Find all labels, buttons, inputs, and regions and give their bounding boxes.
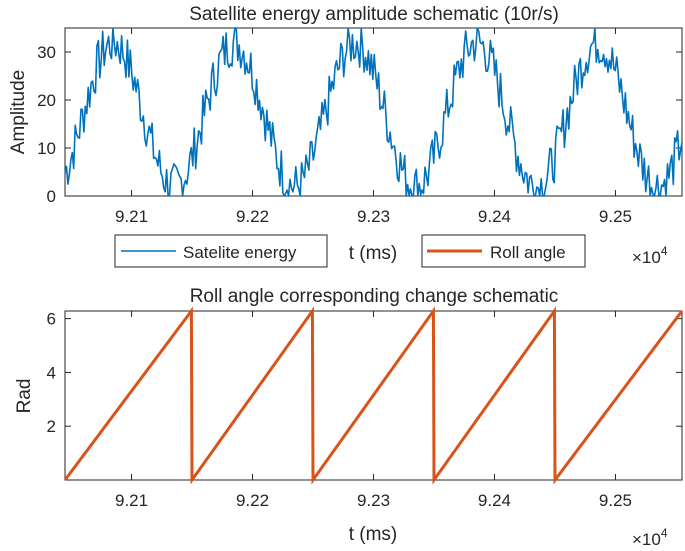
top-xtick-label: 9.24: [478, 207, 511, 226]
top-x-exponent: ×104: [632, 244, 668, 267]
top-ytick-label: 30: [37, 43, 56, 62]
top-x-exponent-base: ×10: [632, 248, 661, 267]
bottom-ytick-label: 2: [47, 417, 56, 436]
legend-item-roll[interactable]: Roll angle: [421, 234, 586, 268]
top-x-exponent-power: 4: [661, 244, 668, 258]
bottom-ylabel: Rad: [14, 379, 35, 414]
roll-series-line: [63, 306, 684, 485]
top-chart-title: Satellite energy amplitude schematic (10…: [189, 4, 559, 25]
bottom-xtick-label: 9.22: [236, 491, 269, 510]
top-ytick-label: 0: [47, 187, 56, 206]
top-ylabel: Amplitude: [8, 70, 29, 155]
bottom-xtick-label: 9.25: [599, 491, 632, 510]
bottom-x-exponent-power: 4: [661, 526, 668, 540]
bottom-ytick-label: 4: [47, 363, 56, 382]
energy-series-line: [64, 27, 683, 197]
top-chart: 9.21 9.22 9.23 9.24 9.25 0 10 20 30 Satellite en…: [8, 4, 683, 268]
legend: Satelite energy Roll angle: [114, 234, 586, 268]
bottom-xtick-label: 9.24: [478, 491, 511, 510]
top-ytick-label: 10: [37, 139, 56, 158]
bottom-chart: 9.21 9.22 9.23 9.24 9.25 2 4 6 Roll angle corre…: [14, 286, 684, 549]
bottom-tick-group: 9.21 9.22 9.23 9.24 9.25 2 4 6: [47, 310, 682, 510]
bottom-x-exponent: ×104: [632, 526, 668, 549]
top-xlabel: t (ms): [349, 243, 398, 264]
top-xtick-label: 9.22: [236, 207, 269, 226]
top-xtick-label: 9.23: [357, 207, 390, 226]
bottom-xtick-label: 9.23: [357, 491, 390, 510]
legend-roll-label: Roll angle: [490, 243, 566, 262]
bottom-chart-title: Roll angle corresponding change schemati…: [190, 286, 559, 307]
legend-item-energy[interactable]: Satelite energy: [114, 234, 328, 268]
top-xtick-label: 9.21: [115, 207, 148, 226]
top-xtick-label: 9.25: [599, 207, 632, 226]
bottom-xtick-label: 9.21: [115, 491, 148, 510]
bottom-ytick-label: 6: [47, 310, 56, 329]
legend-energy-label: Satelite energy: [183, 243, 297, 262]
bottom-xlabel: t (ms): [349, 524, 398, 545]
top-ytick-label: 20: [37, 91, 56, 110]
bottom-x-exponent-base: ×10: [632, 530, 661, 549]
top-tick-group: 9.21 9.22 9.23 9.24 9.25 0 10 20 30: [37, 28, 682, 226]
